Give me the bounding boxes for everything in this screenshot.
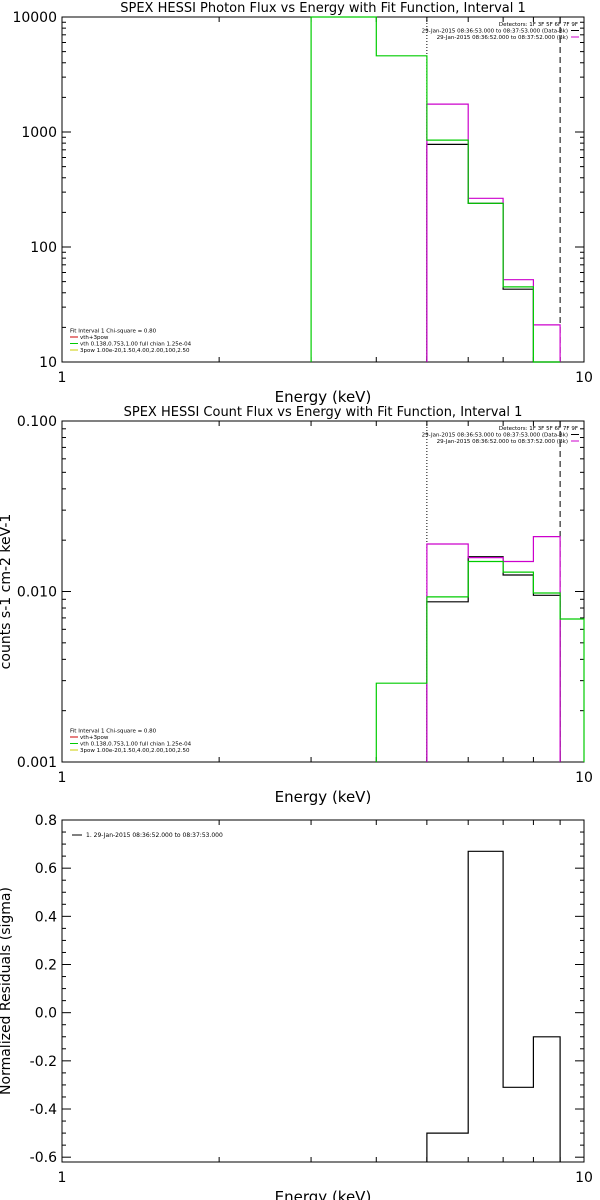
y-tick-label: 0.6 [35,861,57,877]
legend-entry: vth+3pow [80,335,109,341]
y-tick-label: -0.4 [30,1102,57,1118]
series-step-line-1 [426,850,561,1162]
y-tick-label: 0.4 [35,909,57,925]
legend-entry: Fit Interval 1 Chi-square = 0.80 [70,729,157,735]
series-step-line-3 [310,16,561,363]
legend-entry: vth 0.138,0.753,1.00 full chian 1.25e-04 [80,742,192,748]
legend-entry: Fit Interval 1 Chi-square = 0.80 [70,329,157,335]
x-tick-label: 1 [58,370,67,386]
y-axis-label: Normalized Residuals (sigma) [0,887,14,1095]
chart-panel-3: -0.6 -0.4 -0.2 0.0 0.2 0.4 0.6 0.8 1 10 Energy (ke… [0,813,593,1200]
x-tick-label: 1 [58,770,67,786]
series-step-line-1 [426,143,561,363]
x-tick-label: 10 [575,770,593,786]
y-tick-label: 0.001 [17,755,57,771]
legend-entry: 29-Jan-2015 08:36:52.000 to 08:37:52.000… [437,439,568,445]
series-step-line-2 [426,103,561,362]
y-tick-label: 0.100 [17,414,57,430]
series-step-line-2 [426,536,561,762]
plot-frame [61,16,585,363]
chart-title: SPEX HESSI Photon Flux vs Energy with Fi… [120,1,526,16]
legend-entry: 1. 29-Jan-2015 08:36:52.000 to 08:37:53.… [86,832,223,839]
y-tick-label: 100 [30,240,57,256]
x-axis-label: Energy (keV) [275,1188,372,1200]
x-axis-label: Energy (keV) [275,788,372,806]
legend-entry: vth 0.138,0.753,1.00 full chian 1.25e-04 [80,342,192,348]
y-tick-label: 10000 [12,10,57,26]
legend-entry: Detectors: 1F 3F 5F 6F 7F 9F [499,426,578,432]
y-tick-label: 0.0 [35,1006,57,1022]
legend-entry: 29-Jan-2015 08:36:53.000 to 08:37:53.000… [422,29,568,35]
x-tick-label: 10 [575,1170,593,1186]
y-tick-label: -0.6 [30,1150,57,1166]
series-step-line-3 [375,560,585,762]
x-tick-label: 1 [58,1170,67,1186]
chart-panel-1: SPEX HESSI Photon Flux vs Energy with Fi… [12,1,592,406]
y-tick-label: 0.8 [35,813,57,829]
legend-entry: 3pow 1.00e-20,1.50,4.00,2.00,100,2.50 [80,348,190,354]
plot-frame [61,420,585,763]
legend-entry: 29-Jan-2015 08:36:53.000 to 08:37:53.000… [422,433,568,439]
x-axis-label: Energy (keV) [275,388,372,406]
plot-frame [61,819,585,1163]
legend-entry: vth+3pow [80,735,109,741]
chart-panel-2: SPEX HESSI Count Flux vs Energy with Fit… [0,405,593,806]
y-tick-label: 1000 [21,125,57,141]
legend-entry: 29-Jan-2015 08:36:52.000 to 08:37:52.000… [437,35,568,41]
legend-entry: Detectors: 1F 3F 5F 6F 7F 9F [499,22,578,28]
y-tick-label: 0.010 [17,585,57,601]
y-tick-label: -0.2 [30,1054,57,1070]
series-step-line-1 [426,556,561,762]
y-axis-label: counts s-1 cm-2 keV-1 [0,514,14,670]
x-tick-label: 10 [575,370,593,386]
legend-entry: 3pow 1.00e-20,1.50,4.00,2.00,100,2.50 [80,748,190,754]
y-tick-label: 10 [39,355,57,371]
y-tick-label: 0.2 [35,958,57,974]
chart-title: SPEX HESSI Count Flux vs Energy with Fit… [124,405,523,420]
